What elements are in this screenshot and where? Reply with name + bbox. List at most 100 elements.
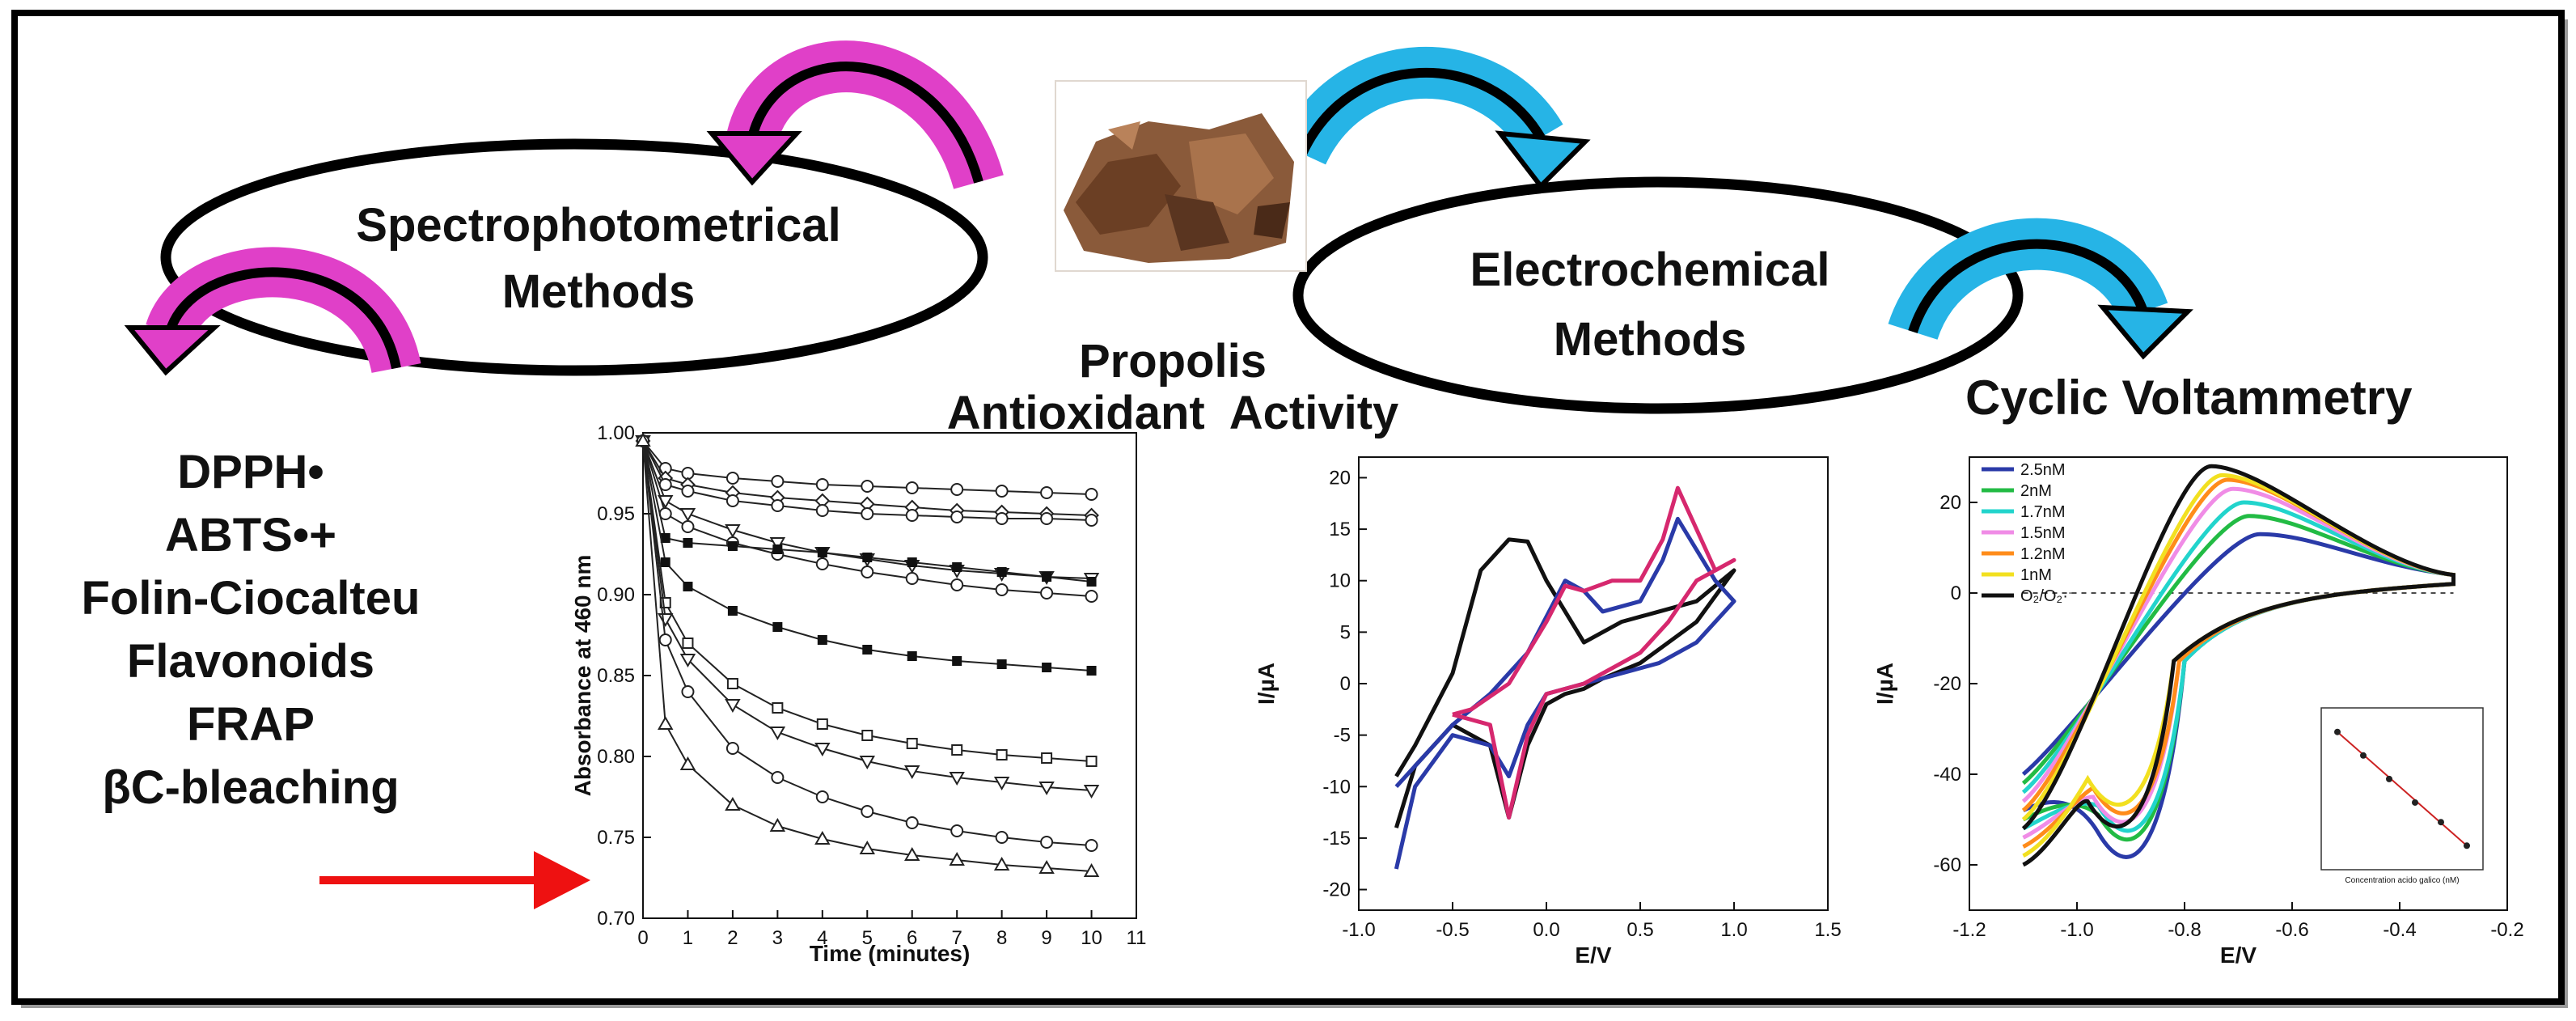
cv1-y-tick-label: 20 (1329, 467, 1351, 489)
abs-point (725, 742, 739, 755)
abs-x-tick-label: 10 (1081, 927, 1102, 949)
abs-point (995, 831, 1009, 844)
cv2-x-axis-label: E/V (2220, 943, 2257, 968)
abs-point (906, 738, 918, 749)
cv2-legend-label: 2nM (2020, 482, 2052, 500)
abs-point (726, 678, 738, 689)
abs-series-line-s11 (642, 440, 1092, 872)
cv2-x-tick-label: -0.8 (2168, 919, 2201, 941)
abs-point (1085, 839, 1098, 852)
abs-point (660, 557, 670, 567)
abs-point (1085, 514, 1098, 527)
abs-point (679, 756, 696, 770)
abs-point (815, 557, 829, 570)
abs-point (905, 509, 919, 522)
abs-point (861, 805, 874, 818)
method-flavonoids: Flavonoids (126, 635, 375, 688)
cv1-x-axis-label: E/V (1575, 943, 1611, 968)
cv2-inset-point (2386, 775, 2392, 782)
abs-point (950, 578, 964, 591)
abs-point (1038, 859, 1055, 874)
abs-point (772, 544, 783, 554)
abs-y-tick-label: 0.80 (597, 746, 635, 768)
abs-point (996, 749, 1008, 760)
cv-chart-concentration: -1.2 -1.0 -0.8 -0.6 -0.4 -0.2 -60 -40 -20 0 20 E/V I… (1872, 456, 2524, 968)
abs-point (907, 557, 917, 567)
cv2-legend-label: 1.7nM (2020, 503, 2066, 521)
cv2-y-tick-label: -60 (1933, 854, 1961, 876)
abs-y-tick-label: 0.70 (597, 908, 635, 930)
abs-point (682, 638, 694, 649)
abs-point (725, 699, 741, 714)
abs-point (725, 494, 739, 507)
cv1-y-tick-label: 5 (1340, 621, 1351, 643)
abs-x-tick-label: 6 (907, 927, 917, 949)
cv1-x-tick-label: -1.0 (1342, 919, 1375, 941)
abs-x-tick-label: 5 (862, 927, 873, 949)
propolis-line2: Antioxidant Activity (946, 387, 1399, 439)
cv2-x-tick-label: -0.6 (2275, 919, 2308, 941)
abs-point (814, 743, 831, 757)
method-abts: ABTS•+ (164, 509, 337, 561)
abs-point (904, 846, 920, 861)
spectro-ellipse (160, 138, 988, 376)
cv1-y-tick-label: -5 (1334, 725, 1351, 747)
abs-x-tick-label: 8 (996, 927, 1007, 949)
cv1-x-tick-label: -0.5 (1436, 919, 1469, 941)
cv2-series-O₂/O₂·⁻ (2021, 464, 2455, 867)
red-arrow (319, 851, 590, 909)
cv2-inset-point (2438, 819, 2444, 826)
abs-point (861, 730, 873, 741)
abs-x-tick-label: 3 (772, 927, 783, 949)
cv2-x-tick-label: -1.2 (1952, 919, 1986, 941)
abs-point (1085, 590, 1098, 603)
abs-x-tick-label: 2 (727, 927, 738, 949)
cv2-inset-x-label: Concentration acido galico (nM) (2345, 876, 2459, 885)
abs-point (1042, 663, 1052, 672)
cv1-y-tick-label: 10 (1329, 570, 1351, 592)
abs-point (905, 572, 919, 585)
spectro-title: Spectrophotometrical Methods (291, 202, 906, 316)
abs-point (905, 816, 919, 829)
abs-point (681, 485, 695, 498)
cv1-y-tick-label: 0 (1340, 673, 1351, 695)
abs-series-line-s8 (642, 440, 1092, 762)
abs-point (951, 744, 963, 756)
cv1-y-tick-label: -10 (1322, 776, 1351, 798)
abs-point (769, 537, 786, 552)
cv2-y-tick-label: -20 (1933, 673, 1961, 695)
abs-point (862, 553, 873, 562)
spectro-line1: Spectrophotometrical (356, 199, 841, 252)
abs-point (952, 656, 962, 666)
abs-point (862, 645, 873, 655)
abs-point (1040, 836, 1054, 849)
abs-y-tick-label: 0.85 (597, 665, 635, 687)
abs-x-tick-label: 0 (637, 927, 648, 949)
abs-point (815, 790, 829, 803)
abs-point (905, 481, 919, 494)
abs-point (679, 508, 696, 523)
abs-x-tick-label: 1 (683, 927, 693, 949)
propolis-title: Propolis Antioxidant Activity (890, 338, 1456, 437)
abs-point (817, 548, 827, 557)
cv1-y-axis-label: I/µA (1254, 663, 1279, 705)
abs-point (815, 478, 829, 491)
abs-point (995, 512, 1009, 525)
abs-point (816, 718, 828, 730)
abs-point (815, 504, 829, 517)
abs-point (1042, 572, 1052, 582)
abs-point (861, 480, 874, 493)
abs-point (952, 562, 962, 572)
abs-point (658, 633, 672, 646)
cv2-x-tick-label: -0.4 (2383, 919, 2416, 941)
spectro-line2: Methods (501, 265, 696, 318)
abs-point (635, 432, 651, 447)
cv2-x-tick-label: -1.0 (2060, 919, 2093, 941)
abs-point (769, 727, 786, 741)
cv1-x-tick-label: 1.0 (1720, 919, 1747, 941)
cv2-inset-point (2360, 752, 2367, 759)
abs-point (772, 702, 784, 714)
abs-point (859, 840, 875, 854)
methods-list: DPPH• ABTS•+ Folin-Ciocalteu Flavonoids … (73, 449, 429, 828)
